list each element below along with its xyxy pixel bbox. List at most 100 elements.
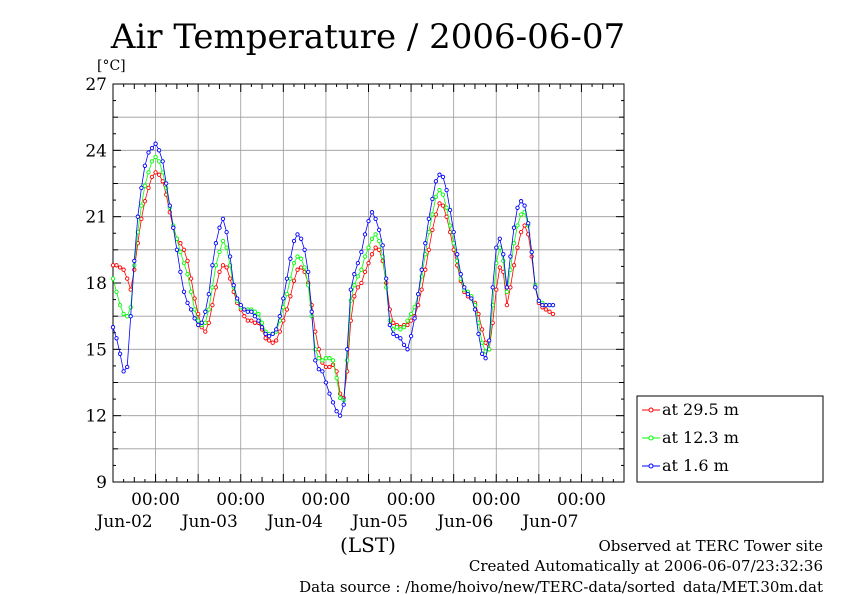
data-point <box>220 216 226 222</box>
data-point <box>426 216 431 222</box>
data-point <box>224 245 229 250</box>
data-point <box>437 172 442 177</box>
data-point <box>252 314 258 319</box>
data-point <box>362 269 368 275</box>
data-point <box>433 194 439 199</box>
data-point <box>330 358 336 363</box>
data-point <box>185 272 190 277</box>
data-point <box>139 185 144 191</box>
data-point <box>192 307 197 312</box>
series-3 <box>110 141 556 418</box>
data-point <box>178 241 183 246</box>
data-point <box>217 269 222 275</box>
data-point <box>178 249 183 255</box>
data-point <box>359 249 364 255</box>
data-point <box>164 181 169 186</box>
x-tick-date-label: Jun-06 <box>435 512 493 532</box>
data-point <box>327 356 332 361</box>
data-point <box>444 187 449 193</box>
footer-site: Observed at TERC Tower site <box>598 537 823 555</box>
data-point <box>238 302 243 308</box>
data-point <box>398 336 403 341</box>
data-point <box>352 294 357 299</box>
data-point <box>483 340 488 345</box>
data-point <box>345 358 350 363</box>
data-point <box>423 267 428 272</box>
data-point <box>394 333 400 339</box>
data-point <box>373 216 378 222</box>
data-point <box>213 263 219 268</box>
data-point <box>359 280 364 286</box>
series-group <box>110 141 556 418</box>
data-point <box>227 254 233 259</box>
data-point <box>153 154 158 160</box>
data-point <box>327 364 332 370</box>
data-point <box>288 276 293 281</box>
data-point <box>497 236 502 241</box>
data-point <box>405 318 410 323</box>
data-point <box>462 285 467 290</box>
data-point <box>196 318 201 323</box>
data-point <box>341 402 346 407</box>
data-point <box>394 325 400 330</box>
data-point <box>376 247 382 252</box>
data-point <box>515 223 520 228</box>
legend-box <box>636 395 824 483</box>
data-point <box>366 218 371 224</box>
data-point <box>121 369 126 374</box>
data-point <box>142 199 148 204</box>
data-point <box>447 223 453 228</box>
series-line <box>112 142 553 417</box>
data-point <box>504 289 510 294</box>
data-point <box>295 267 300 272</box>
data-point <box>401 342 407 348</box>
data-point <box>362 232 368 237</box>
x-tick-time-label: 00:00 <box>131 490 180 510</box>
data-point <box>352 272 357 277</box>
data-point <box>288 294 293 299</box>
y-axis-ticks: 9 12 15 18 21 24 27 <box>85 75 624 493</box>
data-point <box>355 260 361 266</box>
data-point <box>334 375 339 381</box>
data-point <box>323 356 329 361</box>
data-point <box>188 289 194 294</box>
data-point <box>146 170 151 175</box>
data-point <box>518 199 524 204</box>
data-point <box>479 351 485 356</box>
data-point <box>178 269 183 275</box>
data-point <box>547 309 552 314</box>
data-point <box>430 196 435 202</box>
data-point <box>217 249 222 255</box>
data-point <box>196 322 201 328</box>
y-axis-unit: [°C] <box>97 58 126 74</box>
data-point <box>376 227 382 233</box>
data-point <box>128 305 133 310</box>
data-point <box>550 311 556 317</box>
data-point <box>437 187 442 193</box>
data-point <box>362 254 368 259</box>
data-point <box>437 201 442 206</box>
data-point <box>117 302 123 308</box>
data-point <box>266 333 272 339</box>
data-point <box>291 278 297 283</box>
y-tick-label: 15 <box>85 340 107 360</box>
data-point <box>345 347 350 352</box>
data-point <box>160 179 165 184</box>
data-point <box>497 245 502 250</box>
data-point <box>110 276 116 281</box>
data-point <box>494 245 499 250</box>
legend-label: at 12.3 m <box>662 428 739 447</box>
data-point <box>114 289 119 294</box>
data-point <box>337 413 343 418</box>
data-point <box>203 320 208 325</box>
data-point <box>419 287 424 292</box>
data-point <box>298 256 304 261</box>
data-point <box>376 238 382 244</box>
data-point <box>249 318 254 323</box>
data-point <box>259 320 265 325</box>
data-point <box>156 172 162 177</box>
chart-title: Air Temperature / 2006-06-07 <box>110 17 625 57</box>
data-point <box>295 232 300 237</box>
data-point <box>181 247 187 252</box>
data-point <box>355 285 361 290</box>
